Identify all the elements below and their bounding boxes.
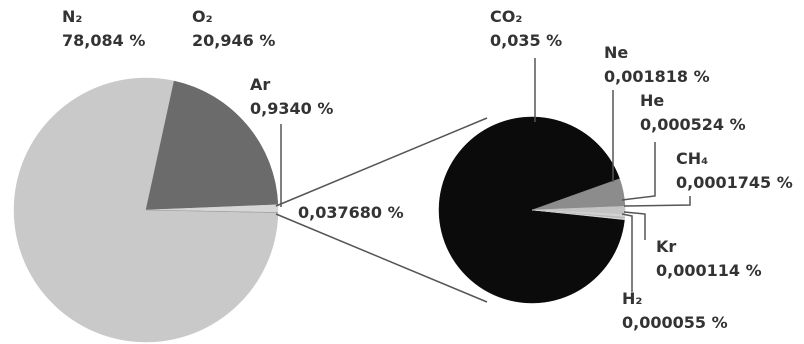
slice-value-label: 78,084 % (62, 31, 145, 50)
slice-value-label: 20,946 % (192, 31, 275, 50)
leader-lines (280, 58, 691, 292)
slice-name: Ar (250, 75, 270, 94)
pie-slice (438, 116, 625, 304)
slice-name: CO₂ (490, 7, 522, 26)
pie-slice (145, 80, 279, 211)
slice-name: N₂ (62, 7, 82, 26)
slice-name: Kr (656, 237, 676, 256)
slice-name: He (640, 91, 664, 110)
slice-value-label: 0,035 % (490, 31, 562, 50)
leader-line (623, 196, 691, 207)
slice-name: CH₄ (676, 149, 708, 168)
leader-line (623, 211, 646, 240)
leader-line (621, 213, 633, 292)
connector-line (275, 117, 488, 207)
slice-name: Ne (604, 43, 628, 62)
pie-slice (145, 209, 279, 214)
slice-name: O₂ (192, 7, 213, 26)
slice-value-label: 0,001818 % (604, 67, 710, 86)
slice-value-label: 0,0001745 % (676, 173, 793, 192)
connector-line (275, 213, 488, 303)
slice-value-label: 0,000524 % (640, 115, 746, 134)
connectors (275, 117, 488, 303)
leader-line (621, 142, 656, 201)
slice-value-label: 0,000114 % (656, 261, 762, 280)
slice-value-label: 0,9340 % (250, 99, 333, 118)
slice-value-label: 0,037680 % (298, 203, 404, 222)
pie-slice (531, 209, 625, 220)
slice-value-label: 0,000055 % (622, 313, 728, 332)
slice-name: H₂ (622, 289, 642, 308)
